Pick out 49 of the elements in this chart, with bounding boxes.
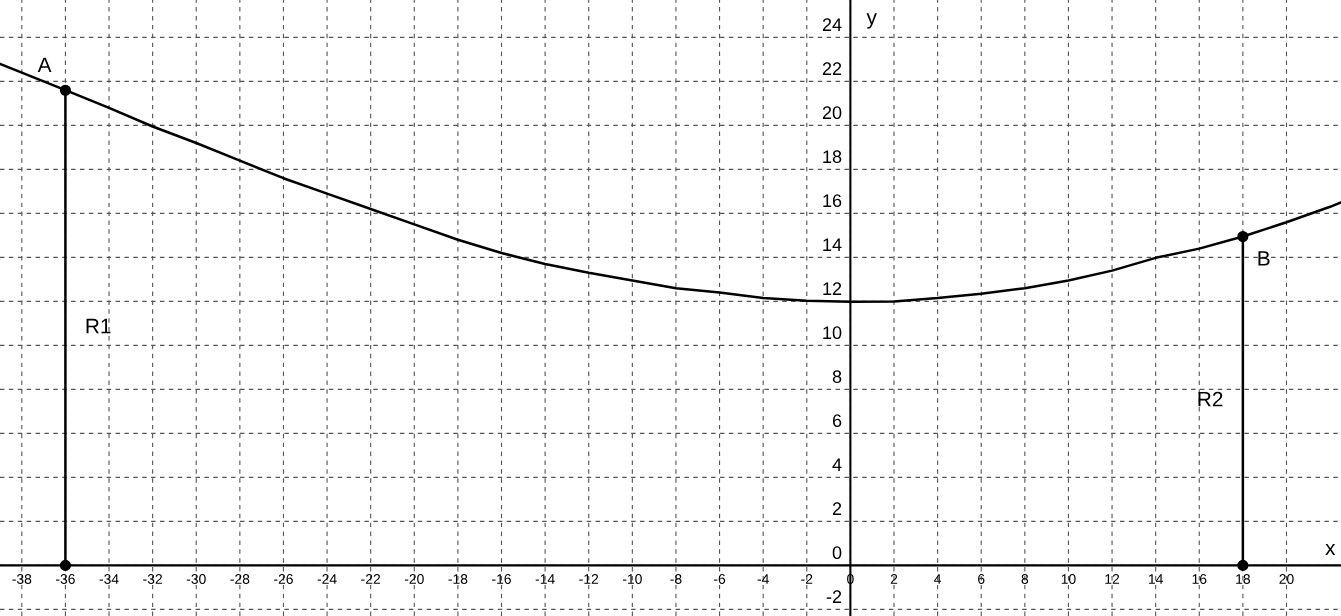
x-axis-title: x xyxy=(1325,543,1336,555)
y-tick-label: 12 xyxy=(823,282,842,295)
y-tick-label: 20 xyxy=(822,106,842,120)
x-tick-label: -16 xyxy=(492,574,511,584)
x-tick-label: 16 xyxy=(1192,574,1207,584)
x-tick-label: -20 xyxy=(404,574,424,584)
x-tick-label: -8 xyxy=(670,574,682,584)
annotation: B xyxy=(1258,251,1270,266)
y-tick-label: 6 xyxy=(832,414,842,428)
annotation: A xyxy=(37,57,52,72)
y-tick-label: 16 xyxy=(823,194,842,208)
x-tick-label: -30 xyxy=(186,574,206,584)
x-tick-label: 6 xyxy=(978,574,985,584)
x-tick-label: -28 xyxy=(230,574,250,584)
y-tick-label: 8 xyxy=(832,370,842,384)
x-tick-label: -34 xyxy=(99,574,119,584)
x-tick-label: -26 xyxy=(274,574,293,584)
x-tick-label: 2 xyxy=(890,574,898,584)
y-tick-label: 0 xyxy=(832,546,842,560)
series-label: R1 xyxy=(86,318,111,334)
x-tick-label: -38 xyxy=(12,574,32,584)
x-tick-label: 20 xyxy=(1279,574,1294,584)
y-tick-label: 24 xyxy=(822,18,842,31)
y-tick-label: 22 xyxy=(822,62,842,75)
x-tick-label: 14 xyxy=(1148,574,1163,584)
x-tick-label: 18 xyxy=(1236,574,1250,584)
y-tick-label: 4 xyxy=(832,458,842,471)
series-label: R2 xyxy=(1198,391,1223,407)
x-tick-label: -22 xyxy=(361,574,381,584)
y-tick-label: 18 xyxy=(823,150,842,164)
x-tick-label: 4 xyxy=(934,574,942,584)
x-tick-label: 10 xyxy=(1061,574,1076,584)
x-tick-label: -10 xyxy=(622,574,642,584)
y-tick-label: 14 xyxy=(823,238,842,251)
x-tick-label: -24 xyxy=(317,574,337,584)
y-tick-label: 2 xyxy=(832,502,842,515)
x-tick-label: -32 xyxy=(143,574,162,584)
x-tick-label: -4 xyxy=(757,574,769,584)
x-tick-label: -12 xyxy=(579,574,599,584)
x-tick-label: 8 xyxy=(1021,574,1029,584)
y-tick-label: 10 xyxy=(823,326,842,340)
y-axis-title: y xyxy=(866,13,877,29)
x-tick-label: -18 xyxy=(448,574,468,584)
x-tick-label: -2 xyxy=(801,574,813,584)
x-tick-label: 12 xyxy=(1105,574,1120,584)
x-tick-label: -6 xyxy=(714,574,726,584)
x-tick-label: -36 xyxy=(56,574,75,584)
y-tick-label: -2 xyxy=(826,590,842,603)
x-tick-label: -14 xyxy=(535,574,555,584)
